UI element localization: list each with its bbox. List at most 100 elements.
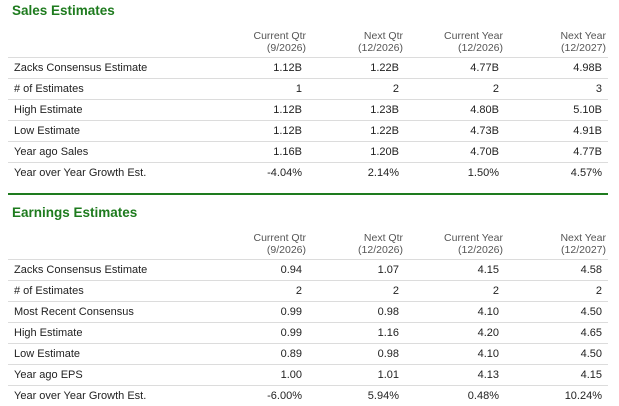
cell-next-qtr: 2.14% (367, 167, 399, 179)
row-label: Zacks Consensus Estimate (14, 62, 148, 74)
sales-col-next-year-date: (12/2027) (561, 42, 606, 54)
cell-current-year: 4.13 (477, 369, 499, 381)
cell-next-qtr: 1.22B (370, 125, 399, 137)
earnings-col-next-year-label: Next Year (560, 232, 606, 244)
cell-current-qtr: 0.94 (280, 264, 302, 276)
row-label: High Estimate (14, 327, 83, 339)
cell-next-year: 4.91B (573, 125, 602, 137)
cell-next-year: 10.24% (564, 390, 602, 402)
sales-row-high-estimate: High Estimate 1.12B 1.23B 4.80B 5.10B (8, 99, 608, 120)
cell-current-qtr: -4.04% (267, 167, 302, 179)
sales-col-next-qtr-date: (12/2026) (358, 42, 403, 54)
earnings-col-next-year-header: Next Year (12/2027) (560, 232, 606, 256)
earnings-estimates-title: Earnings Estimates (12, 205, 138, 220)
sales-row-low-estimate: Low Estimate 1.12B 1.22B 4.73B 4.91B (8, 120, 608, 141)
cell-current-year: 4.77B (470, 62, 499, 74)
row-label: Year over Year Growth Est. (14, 390, 147, 402)
cell-next-qtr: 1.22B (370, 62, 399, 74)
row-label: Year ago Sales (14, 146, 89, 158)
earnings-col-current-year-header: Current Year (12/2026) (444, 232, 503, 256)
cell-next-qtr: 1.07 (377, 264, 399, 276)
earnings-col-current-year-label: Current Year (444, 232, 503, 244)
cell-current-year: 4.15 (477, 264, 499, 276)
cell-next-qtr: 1.01 (377, 369, 399, 381)
cell-next-qtr: 2 (392, 83, 399, 95)
earnings-row-most-recent: Most Recent Consensus 0.99 0.98 4.10 4.5… (8, 301, 608, 322)
cell-next-year: 4.50 (580, 306, 602, 318)
section-divider (8, 193, 608, 195)
cell-next-year: 3 (595, 83, 602, 95)
cell-current-year: 4.10 (477, 348, 499, 360)
sales-col-next-qtr-label: Next Qtr (363, 30, 403, 42)
cell-current-qtr: 1 (295, 83, 302, 95)
cell-current-qtr: 1.12B (273, 62, 302, 74)
cell-current-year: 4.10 (477, 306, 499, 318)
row-label: Year ago EPS (14, 369, 83, 381)
cell-next-year: 2 (595, 285, 602, 297)
sales-estimates-title: Sales Estimates (12, 3, 115, 18)
sales-estimates-section: Sales Estimates Current Qtr (9/2026) Nex… (0, 0, 619, 190)
cell-next-year: 4.58 (580, 264, 602, 276)
earnings-row-low-estimate: Low Estimate 0.89 0.98 4.10 4.50 (8, 343, 608, 364)
cell-next-qtr: 2 (392, 285, 399, 297)
cell-next-year: 4.15 (580, 369, 602, 381)
cell-current-qtr: -6.00% (267, 390, 302, 402)
earnings-col-next-qtr-header: Next Qtr (12/2026) (358, 232, 403, 256)
earnings-col-current-qtr-date: (9/2026) (266, 244, 306, 256)
row-label: Low Estimate (14, 125, 81, 137)
cell-next-qtr: 1.23B (370, 104, 399, 116)
cell-current-year: 1.50% (467, 167, 499, 179)
row-label: Zacks Consensus Estimate (14, 264, 148, 276)
cell-next-year: 5.10B (573, 104, 602, 116)
earnings-col-next-qtr-label: Next Qtr (363, 232, 403, 244)
cell-next-qtr: 1.16 (377, 327, 399, 339)
cell-next-year: 4.57% (570, 167, 602, 179)
cell-next-year: 4.50 (580, 348, 602, 360)
sales-row-year-ago: Year ago Sales 1.16B 1.20B 4.70B 4.77B (8, 141, 608, 162)
cell-current-qtr: 0.99 (280, 306, 302, 318)
cell-next-year: 4.77B (573, 146, 602, 158)
cell-current-year: 4.20 (477, 327, 499, 339)
earnings-row-yoy-growth: Year over Year Growth Est. -6.00% 5.94% … (8, 385, 608, 406)
earnings-row-high-estimate: High Estimate 0.99 1.16 4.20 4.65 (8, 322, 608, 343)
earnings-col-current-qtr-header: Current Qtr (9/2026) (253, 232, 306, 256)
cell-current-year: 4.70B (470, 146, 499, 158)
sales-col-next-year-label: Next Year (560, 30, 606, 42)
cell-next-qtr: 5.94% (367, 390, 399, 402)
row-label: High Estimate (14, 104, 83, 116)
cell-current-qtr: 1.16B (273, 146, 302, 158)
cell-next-year: 4.98B (573, 62, 602, 74)
cell-current-year: 4.80B (470, 104, 499, 116)
cell-next-year: 4.65 (580, 327, 602, 339)
sales-col-next-year-header: Next Year (12/2027) (560, 30, 606, 54)
row-label: # of Estimates (14, 285, 84, 297)
earnings-col-next-qtr-date: (12/2026) (358, 244, 403, 256)
row-label: # of Estimates (14, 83, 84, 95)
cell-current-qtr: 0.99 (280, 327, 302, 339)
cell-next-qtr: 1.20B (370, 146, 399, 158)
cell-current-qtr: 1.12B (273, 104, 302, 116)
sales-col-current-year-label: Current Year (444, 30, 503, 42)
sales-col-current-qtr-header: Current Qtr (9/2026) (253, 30, 306, 54)
earnings-col-next-year-date: (12/2027) (561, 244, 606, 256)
sales-col-next-qtr-header: Next Qtr (12/2026) (358, 30, 403, 54)
earnings-row-year-ago: Year ago EPS 1.00 1.01 4.13 4.15 (8, 364, 608, 385)
sales-row-consensus: Zacks Consensus Estimate 1.12B 1.22B 4.7… (8, 57, 608, 78)
row-label: Most Recent Consensus (14, 306, 134, 318)
earnings-row-consensus: Zacks Consensus Estimate 0.94 1.07 4.15 … (8, 259, 608, 280)
earnings-col-current-qtr-label: Current Qtr (253, 232, 306, 244)
earnings-col-current-year-date: (12/2026) (458, 244, 503, 256)
cell-current-qtr: 0.89 (280, 348, 302, 360)
cell-current-year: 2 (492, 285, 499, 297)
earnings-estimates-section: Earnings Estimates Current Qtr (9/2026) … (0, 196, 619, 402)
sales-row-yoy-growth: Year over Year Growth Est. -4.04% 2.14% … (8, 162, 608, 183)
sales-col-current-qtr-label: Current Qtr (253, 30, 306, 42)
cell-current-qtr: 1.00 (280, 369, 302, 381)
cell-current-year: 4.73B (470, 125, 499, 137)
row-label: Low Estimate (14, 348, 81, 360)
row-label: Year over Year Growth Est. (14, 167, 147, 179)
sales-row-num-estimates: # of Estimates 1 2 2 3 (8, 78, 608, 99)
earnings-row-num-estimates: # of Estimates 2 2 2 2 (8, 280, 608, 301)
sales-col-current-year-date: (12/2026) (458, 42, 503, 54)
cell-current-qtr: 2 (295, 285, 302, 297)
